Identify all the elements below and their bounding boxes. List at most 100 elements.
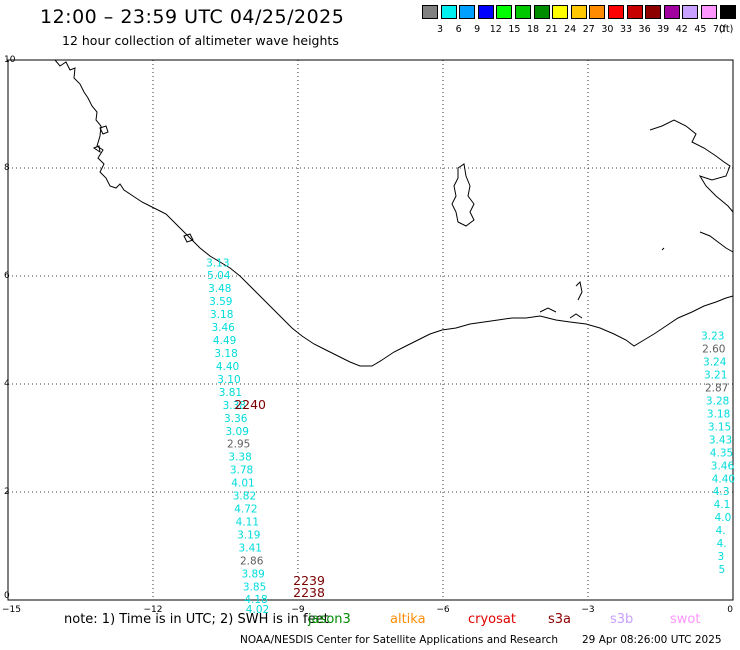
legend-label: 27: [582, 24, 595, 35]
wave-height-reading: 4.02: [246, 604, 269, 616]
wave-height-reading: 4.49: [213, 335, 236, 347]
y-tick-label: 4: [4, 379, 10, 389]
x-tick-label: −9: [291, 605, 305, 615]
legend-swatch: [440, 5, 457, 19]
lake-volta: [451, 163, 475, 227]
wave-height-reading: 3.85: [243, 581, 266, 593]
legend-swatch: [645, 5, 662, 19]
legend-swatch: [626, 5, 643, 19]
wave-height-reading: 3: [718, 551, 725, 563]
legend-swatch: [570, 5, 587, 19]
legend-swatch: [701, 5, 717, 19]
legend-swatch: [552, 5, 569, 19]
wave-height-reading: 4.35: [710, 447, 733, 459]
wave-height-reading: 4.: [716, 525, 726, 537]
wave-height-reading: 3.38: [223, 400, 246, 412]
legend-label: 70: [712, 24, 726, 35]
legend-label: 9: [474, 24, 481, 35]
legend-swatch: [422, 5, 438, 19]
map-subtitle: 12 hour collection of altimeter wave hei…: [62, 33, 339, 48]
legend-label: 42: [675, 24, 688, 35]
wave-height-reading: 3.15: [708, 421, 731, 433]
wave-height-reading: 3.18: [210, 309, 233, 321]
footer-note: note: 1) Time is in UTC; 2) SWH is in fe…: [64, 612, 329, 627]
legend-label: 6: [455, 24, 462, 35]
coast-ghana-bumps: [539, 280, 583, 319]
legend-swatch: [663, 5, 680, 19]
legend-label: 33: [619, 24, 633, 35]
wave-height-reading: 2.60: [702, 344, 725, 356]
legend-label: 39: [657, 24, 670, 35]
wave-height-reading: 3.78: [230, 465, 253, 477]
wave-height-reading: 4.0: [715, 512, 732, 524]
pass-number-label: 2239: [293, 573, 325, 588]
wave-height-reading: 4.3: [713, 486, 730, 498]
legend-swatch: [589, 5, 606, 19]
coastline-east: [649, 119, 734, 213]
legend-label: 21: [545, 24, 558, 35]
wave-height-reading: 3.09: [226, 426, 249, 438]
pass-number-label: 2238: [293, 585, 325, 600]
generated-timestamp: 29 Apr 08:26:00 UTC 2025: [582, 634, 722, 646]
coast-east-lagoon: [661, 231, 734, 253]
legend-label: 12: [489, 24, 502, 35]
wave-height-reading: 3.82: [233, 491, 256, 503]
wave-height-reading: 4.01: [231, 478, 254, 490]
legend-swatch: [533, 5, 550, 19]
y-tick-label: 0: [4, 591, 10, 601]
wave-height-reading: 2.95: [227, 439, 250, 451]
x-tick-label: 0: [727, 605, 733, 615]
legend-unit: (ft): [719, 24, 734, 35]
legend-label: 30: [601, 24, 614, 35]
wave-height-reading: 3.10: [217, 374, 240, 386]
wave-height-reading: 5.04: [207, 270, 231, 282]
legend-label: 45: [694, 24, 707, 35]
legend-label: 18: [526, 24, 540, 35]
legend-swatch: [515, 5, 531, 19]
legend-swatch: [682, 5, 699, 19]
map-grid: [8, 60, 733, 600]
legend-swatch: [459, 5, 476, 19]
legend-label: 36: [638, 24, 651, 35]
wave-height-reading: 3.41: [239, 542, 262, 554]
wave-height-reading: 3.18: [707, 408, 730, 420]
x-tick-label: −6: [436, 605, 450, 615]
satellite-key-cryosat: cryosat: [468, 612, 516, 627]
credit-line: NOAA/NESDIS Center for Satellite Applica…: [240, 634, 558, 646]
wave-height-reading: 3.19: [237, 529, 260, 541]
x-tick-label: −3: [581, 605, 594, 615]
wave-height-reading: 4.1: [714, 499, 731, 511]
legend-label: 3: [436, 24, 444, 35]
altimeter-track-west: 3.135.043.483.593.183.464.493.184.403.10…: [206, 257, 269, 616]
coast-islands: [92, 125, 194, 243]
wave-height-reading: 3.23: [701, 331, 724, 343]
wave-height-reading: 3.36: [224, 413, 248, 425]
wave-height-reading: 3.43: [709, 434, 732, 446]
y-tick-label: 2: [4, 487, 10, 497]
y-tick-label: 6: [4, 271, 10, 281]
wave-height-reading: 3.38: [228, 452, 251, 464]
legend-swatch: [496, 5, 513, 19]
y-tick-label: 8: [4, 163, 10, 173]
y-tick-label: 10: [4, 55, 16, 65]
wave-height-reading: 3.48: [208, 283, 231, 295]
legend-swatch: [477, 5, 494, 19]
legend-swatch: [719, 5, 736, 19]
wave-height-reading: 3.81: [219, 387, 242, 399]
wave-height-reading: 4.40: [216, 361, 239, 373]
wave-height-reading: 3.59: [209, 296, 232, 308]
coastline: [54, 59, 734, 367]
wave-height-reading: 5: [719, 564, 726, 576]
satellite-key-swot: swot: [670, 612, 701, 627]
wave-height-reading: 3.21: [704, 370, 727, 382]
wave-height-reading: 4.40: [712, 473, 735, 485]
wave-height-reading: 3.89: [241, 568, 264, 580]
legend-swatch: [608, 5, 624, 19]
wave-height-reading: 4.: [717, 538, 727, 550]
legend-label: 24: [564, 24, 577, 35]
satellite-key-jason3: jason3: [308, 612, 351, 627]
map-title: 12:00 – 23:59 UTC 04/25/2025: [40, 6, 345, 28]
coastline-main: [54, 59, 734, 367]
